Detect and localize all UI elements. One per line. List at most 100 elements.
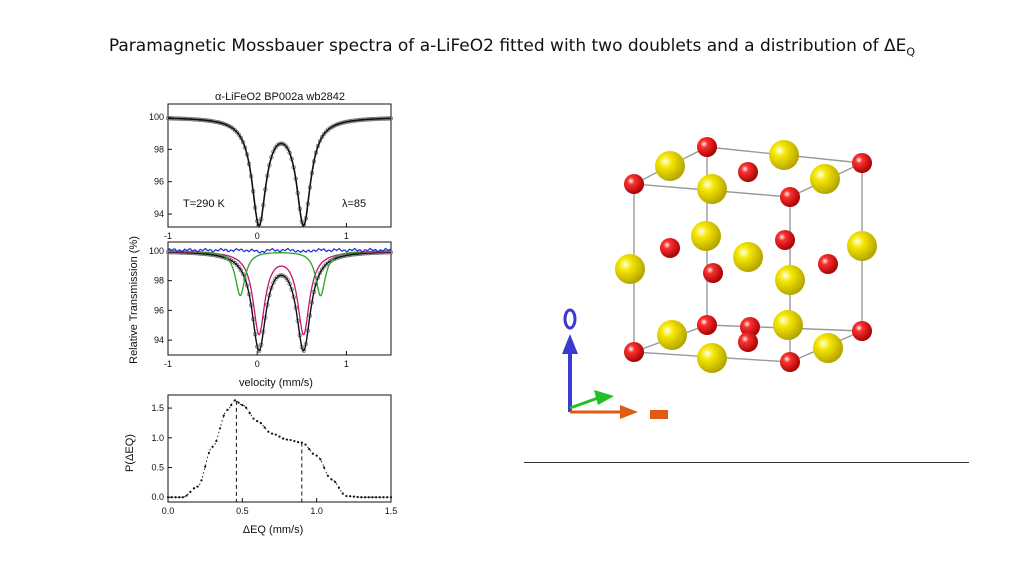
divider-line bbox=[524, 462, 969, 463]
c1-ytick-label: 94 bbox=[154, 335, 164, 345]
distribution-point bbox=[315, 454, 318, 457]
distribution-point bbox=[170, 496, 173, 499]
oxygen-atom bbox=[852, 321, 872, 341]
distribution-point bbox=[330, 478, 333, 481]
distribution-point bbox=[356, 495, 359, 499]
lithium-atom bbox=[847, 231, 877, 261]
crystal-structure bbox=[562, 137, 877, 419]
distribution-point bbox=[274, 433, 277, 436]
data-point bbox=[257, 348, 262, 354]
data-point bbox=[301, 348, 306, 353]
z-axis-arrowhead bbox=[562, 334, 578, 354]
oxygen-atom bbox=[738, 162, 758, 182]
oxygen-atom bbox=[852, 153, 872, 173]
data-point bbox=[283, 275, 288, 280]
oxygen-atom bbox=[780, 187, 800, 207]
c1-ytick-label: 96 bbox=[154, 305, 164, 315]
distribution-point bbox=[367, 496, 370, 499]
mossbauer-charts: α-LiFeO2 BP002a wb2842 -1 0 1 94 96 98 100 T=2… bbox=[124, 91, 397, 536]
atoms bbox=[615, 137, 877, 373]
oxygen-atom bbox=[703, 263, 723, 283]
oxygen-atom bbox=[818, 254, 838, 274]
axis-triad bbox=[562, 308, 668, 419]
data-point bbox=[317, 270, 323, 276]
distribution-point bbox=[389, 496, 393, 499]
data-point bbox=[319, 134, 325, 140]
c0-xtick-label: 1 bbox=[344, 231, 349, 241]
distribution-point bbox=[241, 404, 244, 407]
distribution-point bbox=[185, 494, 188, 497]
oxygen-atom bbox=[624, 174, 644, 194]
y-axis-arrowhead bbox=[594, 390, 614, 405]
c0-ytick-label: 94 bbox=[154, 209, 164, 219]
lithium-atom bbox=[810, 164, 840, 194]
distribution-point bbox=[323, 466, 326, 469]
distribution-point bbox=[196, 485, 199, 488]
distribution-point bbox=[289, 438, 292, 442]
distribution-point bbox=[233, 399, 236, 402]
c1-xtick-label: -1 bbox=[164, 359, 172, 369]
distribution-point bbox=[166, 496, 170, 499]
distribution-point bbox=[293, 439, 296, 443]
chart-top: α-LiFeO2 BP002a wb2842 -1 0 1 94 96 98 100 T=2… bbox=[149, 91, 394, 241]
c2-xtick-label: 0.5 bbox=[236, 506, 249, 516]
distribution-point bbox=[189, 490, 192, 493]
distribution-point bbox=[192, 487, 196, 490]
c0-frame bbox=[167, 103, 392, 228]
distribution-point bbox=[326, 474, 329, 477]
lithium-atom bbox=[691, 221, 721, 251]
lithium-atom bbox=[697, 343, 727, 373]
distribution-point bbox=[215, 439, 218, 443]
c2-xtick-label: 0.0 bbox=[162, 506, 175, 516]
oxygen-atom bbox=[660, 238, 680, 258]
oxygen-atom bbox=[697, 315, 717, 335]
distribution-point bbox=[230, 404, 233, 407]
distribution-point bbox=[296, 440, 300, 444]
distribution-point bbox=[345, 494, 348, 498]
residual-curve bbox=[167, 247, 392, 254]
lithium-atom bbox=[775, 265, 805, 295]
data-point bbox=[257, 223, 262, 228]
c1-ytick-label: 98 bbox=[154, 276, 164, 286]
distribution-point bbox=[226, 408, 229, 411]
distribution-point bbox=[218, 427, 222, 430]
c0-ytick-label: 96 bbox=[154, 177, 164, 187]
distribution-point bbox=[341, 492, 344, 495]
distribution-point bbox=[270, 432, 274, 435]
c0-ytick-label: 100 bbox=[149, 112, 164, 122]
c2-ytick-label: 1.0 bbox=[151, 433, 164, 443]
lithium-atom bbox=[655, 151, 685, 181]
z-axis-label-icon bbox=[563, 308, 577, 330]
lithium-atom bbox=[769, 140, 799, 170]
chart-bottom-xlabel: ΔEQ (mm/s) bbox=[243, 524, 304, 536]
c1-ytick-label: 100 bbox=[149, 246, 164, 256]
c2-ytick-label: 0.0 bbox=[151, 492, 164, 502]
distribution-point bbox=[352, 495, 355, 498]
distribution-point bbox=[211, 445, 214, 448]
distribution-point bbox=[248, 412, 251, 415]
slide-title-text: Paramagnetic Mossbauer spectra of a-LiFe… bbox=[108, 36, 907, 56]
distribution-point bbox=[360, 496, 363, 499]
c1-xtick-label: 1 bbox=[344, 359, 349, 369]
distribution-point bbox=[304, 443, 307, 446]
data-point bbox=[240, 271, 246, 277]
distribution-point bbox=[375, 496, 378, 499]
distribution-point bbox=[278, 435, 281, 438]
c2-frame bbox=[167, 394, 392, 503]
c2-ytick-label: 1.5 bbox=[151, 403, 164, 413]
chart-middle-ylabel: Relative Transmission (%) bbox=[128, 236, 140, 364]
distribution-point bbox=[334, 480, 337, 484]
chart-middle: -1 0 1 94 96 98 100 velocity (mm/s) Relative T… bbox=[128, 236, 394, 389]
distribution-point bbox=[263, 426, 266, 429]
oxygen-atom bbox=[780, 352, 800, 372]
distribution-point bbox=[267, 430, 270, 433]
distribution-point bbox=[256, 420, 259, 423]
lithium-atom bbox=[733, 242, 763, 272]
chart-bottom: 0.0 0.5 1.0 1.5 0.0 0.5 1.0 1.5 ΔEQ (mm/s) P(ΔE… bbox=[124, 394, 397, 536]
oxygen-atom bbox=[624, 342, 644, 362]
data-point bbox=[319, 267, 325, 272]
data-point bbox=[285, 277, 290, 283]
distribution-point bbox=[181, 496, 184, 499]
distribution-point bbox=[311, 452, 315, 455]
distribution-point bbox=[371, 496, 374, 499]
